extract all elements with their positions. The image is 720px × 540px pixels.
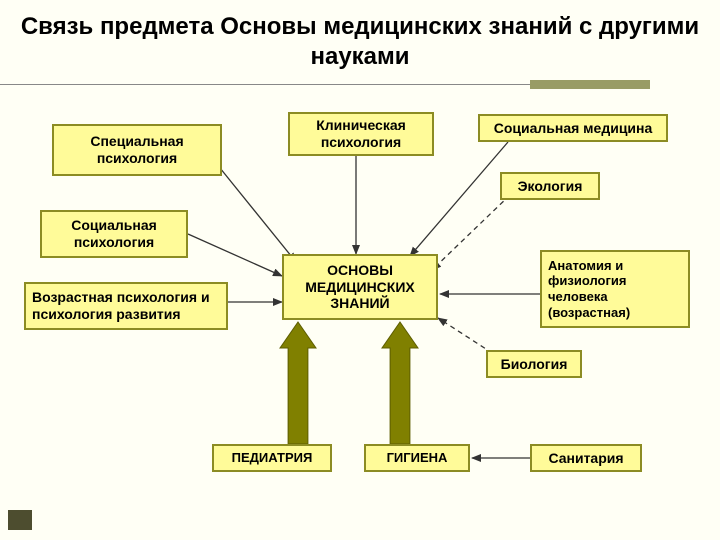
node-hygiene: ГИГИЕНА — [364, 444, 470, 472]
node-pediatrics: ПЕДИАТРИЯ — [212, 444, 332, 472]
node-sanitation: Санитария — [530, 444, 642, 472]
corner-marker — [8, 510, 32, 530]
arrow-soc_med — [410, 142, 508, 256]
node-clin_psych: Клиническая психология — [288, 112, 434, 156]
node-ecology: Экология — [500, 172, 600, 200]
arrow-spec_psych — [220, 168, 296, 262]
node-biology: Биология — [486, 350, 582, 378]
big-arrow-1 — [382, 322, 418, 444]
underline-thick — [530, 80, 650, 89]
node-center: ОСНОВЫ МЕДИЦИНСКИХ ЗНАНИЙ — [282, 254, 438, 320]
big-arrow-0 — [280, 322, 316, 444]
arrow-soc_psych — [188, 234, 282, 276]
node-anatomy: Анатомия и физиология человека (возрастн… — [540, 250, 690, 328]
arrow-ecology — [432, 195, 510, 270]
underline-thin — [0, 84, 620, 85]
page-title: Связь предмета Основы медицинских знаний… — [0, 0, 720, 80]
node-soc_med: Социальная медицина — [478, 114, 668, 142]
node-soc_psych: Социальная психология — [40, 210, 188, 258]
node-spec_psych: Специальная психология — [52, 124, 222, 176]
node-age_psych: Возрастная психология и психология разви… — [24, 282, 228, 330]
